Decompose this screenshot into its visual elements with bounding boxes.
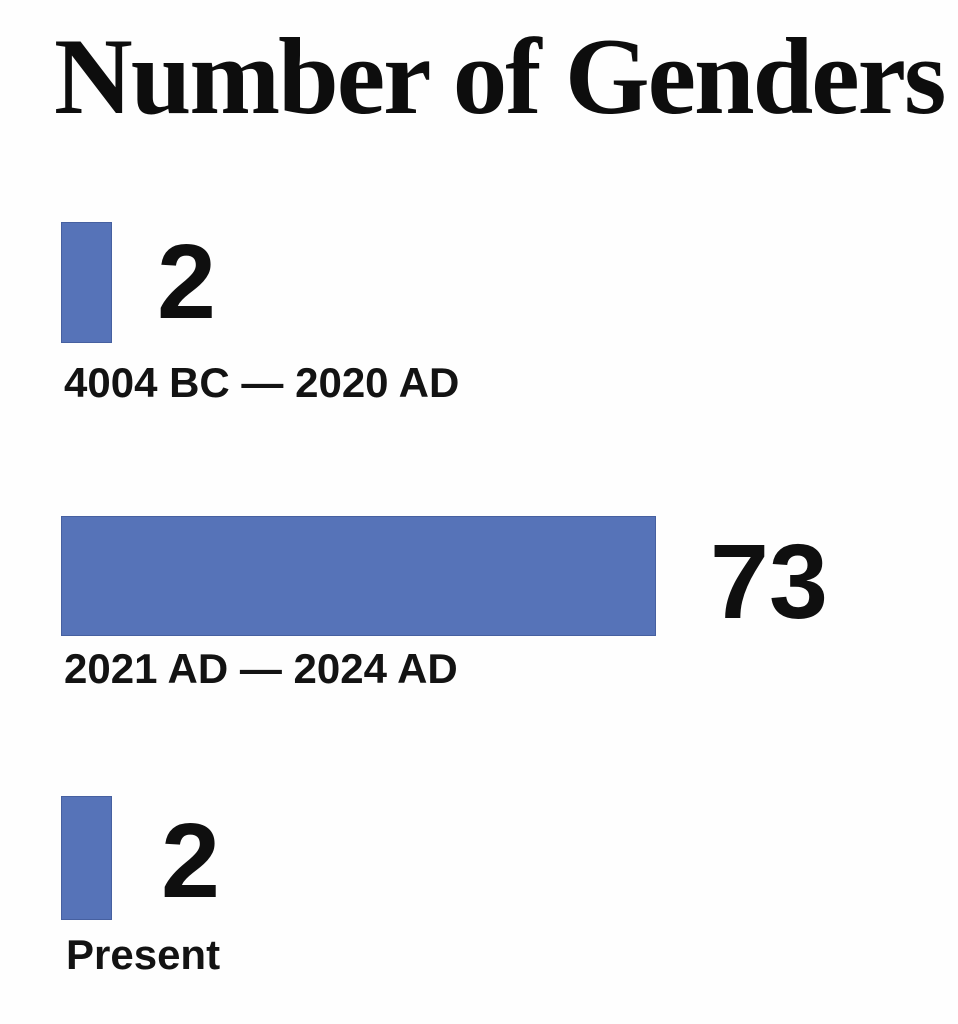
bar-row3 — [61, 796, 112, 920]
chart-title: Number of Genders — [54, 16, 946, 137]
bar-category-label-row2: 2021 AD — 2024 AD — [64, 645, 458, 692]
bar-category-label-row3: Present — [66, 931, 221, 978]
bar-row1 — [61, 222, 112, 343]
bar-value-row2: 73 — [710, 523, 828, 641]
bar-value-row3: 2 — [161, 802, 220, 920]
bar-row2 — [61, 516, 656, 636]
bar-value-row1: 2 — [157, 223, 216, 341]
bar-category-label-row1: 4004 BC — 2020 AD — [64, 359, 460, 406]
